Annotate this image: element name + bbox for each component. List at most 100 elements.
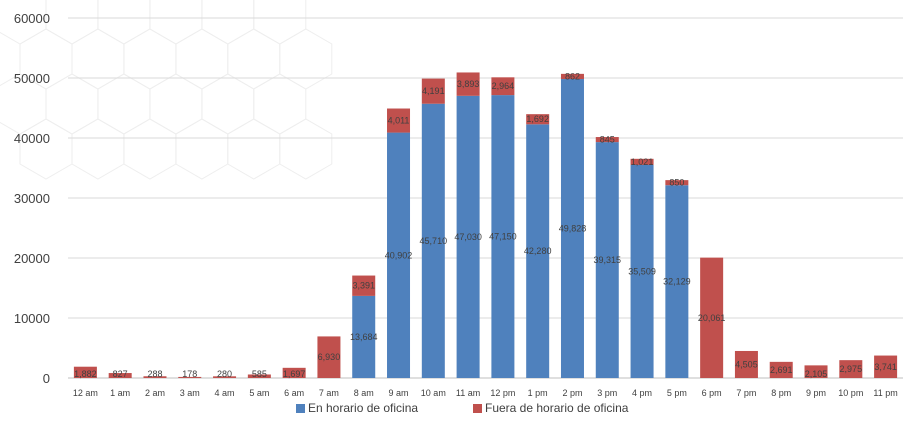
- bar-fuera-horario: [700, 257, 724, 378]
- y-tick-label: 40000: [14, 131, 50, 146]
- bar-fuera-horario: [108, 373, 132, 378]
- x-tick-label: 10 am: [421, 388, 446, 398]
- y-tick-label: 10000: [14, 311, 50, 326]
- bar-fuera-horario: [247, 374, 271, 378]
- data-label-en-horario: 47,030: [454, 232, 482, 242]
- x-tick-label: 2 pm: [562, 388, 582, 398]
- bar-fuera-horario: [630, 158, 654, 165]
- bar-en-horario: [491, 95, 515, 378]
- bar-fuera-horario: [213, 376, 237, 378]
- watermark-hexagon: [123, 118, 177, 180]
- data-label-fuera-horario: 3,741: [874, 362, 897, 372]
- bar-en-horario: [421, 103, 445, 379]
- data-label-en-horario: 42,280: [524, 246, 552, 256]
- bar-fuera-horario: [839, 360, 863, 378]
- data-label-fuera-horario: 845: [600, 135, 615, 145]
- bar-fuera-horario: [73, 366, 97, 378]
- data-label-fuera-horario: 2,691: [770, 365, 793, 375]
- x-tick-label: 8 am: [354, 388, 374, 398]
- data-label-fuera-horario: 2,975: [840, 364, 863, 374]
- watermark-hexagon: [19, 118, 73, 180]
- watermark-hexagon: [227, 28, 281, 90]
- x-tick-label: 11 pm: [873, 388, 897, 398]
- x-tick-label: 2 am: [145, 388, 165, 398]
- watermark-hexagon: [175, 118, 229, 180]
- bar-en-horario: [665, 185, 689, 378]
- data-label-en-horario: 40,902: [385, 250, 413, 260]
- y-tick-label: 60000: [14, 11, 50, 26]
- legend: En horario de oficina Fuera de horario d…: [296, 401, 629, 415]
- data-label-fuera-horario: 4,505: [735, 359, 758, 369]
- bar-fuera-horario: [734, 350, 758, 378]
- bar-fuera-horario: [665, 180, 689, 186]
- bar-fuera-horario: [804, 365, 828, 378]
- x-tick-label: 1 pm: [528, 388, 548, 398]
- data-label-fuera-horario: 2,105: [805, 369, 828, 379]
- watermark-hexagon: [279, 28, 333, 90]
- bars: [73, 72, 898, 379]
- bar-fuera-horario: [874, 355, 898, 378]
- x-tick-label: 3 pm: [597, 388, 617, 398]
- x-tick-label: 10 pm: [838, 388, 863, 398]
- legend-label-blue: En horario de oficina: [308, 401, 418, 415]
- data-label-fuera-horario: 20,061: [698, 313, 726, 323]
- data-label-fuera-horario: 178: [182, 369, 197, 379]
- bar-fuera-horario: [769, 361, 793, 378]
- data-label-fuera-horario: 288: [147, 369, 162, 379]
- bar-fuera-horario: [387, 108, 411, 133]
- data-label-fuera-horario: 862: [565, 71, 580, 81]
- watermark-hexagon: [201, 73, 255, 135]
- data-label-en-horario: 47,150: [489, 232, 517, 242]
- bar-en-horario: [387, 132, 411, 378]
- x-tick-label: 9 pm: [806, 388, 826, 398]
- bar-en-horario: [630, 164, 654, 378]
- watermark-hexagon: [279, 118, 333, 180]
- x-tick-label: 7 am: [319, 388, 339, 398]
- x-tick-label: 11 am: [456, 388, 480, 398]
- data-label-fuera-horario: 4,191: [422, 86, 445, 96]
- x-tick-label: 5 am: [249, 388, 269, 398]
- watermark-hexagon: [149, 0, 203, 45]
- bar-en-horario: [456, 95, 480, 378]
- watermark-hexagon: [149, 73, 203, 135]
- data-label-fuera-horario: 1,697: [283, 369, 306, 379]
- x-tick-label: 12 pm: [490, 388, 515, 398]
- bar-fuera-horario: [317, 336, 341, 378]
- watermark-hexagon: [97, 73, 151, 135]
- data-label-en-horario: 45,710: [420, 236, 448, 246]
- bar-en-horario: [352, 295, 376, 378]
- legend-label-red: Fuera de horario de oficina: [485, 401, 629, 415]
- bar-en-horario: [560, 79, 584, 379]
- bar-fuera-horario: [560, 73, 584, 80]
- x-tick-label: 6 am: [284, 388, 304, 398]
- gridlines: [68, 17, 903, 379]
- watermark-hexagon: [201, 0, 255, 45]
- data-labels: 1,882 827 288 178 280 585 1,697 6,930 13,684 3,39…: [74, 71, 897, 379]
- bar-fuera-horario: [421, 78, 445, 104]
- data-label-en-horario: 49,828: [559, 224, 587, 234]
- watermark-hexagon: [71, 28, 125, 90]
- data-label-fuera-horario: 2,964: [492, 81, 515, 91]
- data-label-fuera-horario: 3,391: [352, 281, 375, 291]
- x-tick-label: 12 am: [73, 388, 98, 398]
- x-tick-label: 1 am: [110, 388, 130, 398]
- watermark-hexagon: [175, 28, 229, 90]
- x-tick-label: 7 pm: [736, 388, 756, 398]
- watermark-hexagon: [253, 73, 307, 135]
- bar-fuera-horario: [282, 367, 306, 378]
- y-tick-label: 0: [43, 371, 50, 386]
- data-label-fuera-horario: 4,011: [388, 116, 410, 126]
- data-label-fuera-horario: 3,893: [457, 79, 480, 89]
- bar-fuera-horario: [491, 77, 515, 96]
- data-label-en-horario: 39,315: [594, 255, 622, 265]
- data-label-fuera-horario: 1,021: [631, 157, 654, 167]
- bar-fuera-horario: [178, 376, 202, 378]
- data-label-fuera-horario: 6,930: [318, 352, 341, 362]
- x-tick-label: 6 pm: [702, 388, 722, 398]
- hexagon-watermark: [0, 0, 333, 180]
- bar-fuera-horario: [143, 376, 167, 378]
- x-tick-label: 4 pm: [632, 388, 652, 398]
- bar-fuera-horario: [526, 114, 550, 125]
